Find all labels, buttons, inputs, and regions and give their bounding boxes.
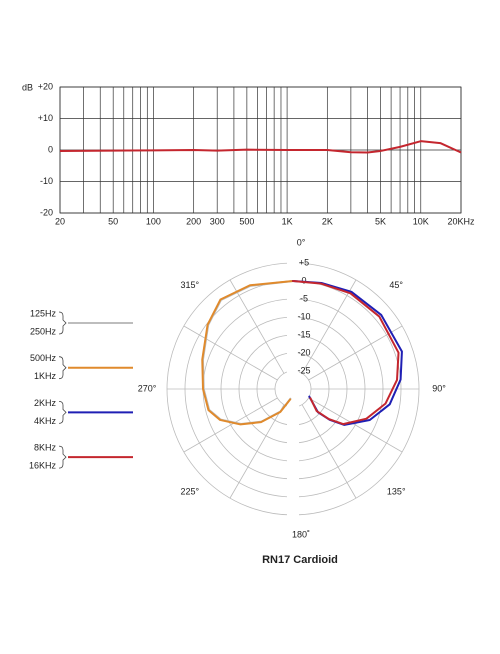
- y-axis-label: dB: [22, 82, 33, 92]
- angle-tick-label: 90°: [432, 383, 446, 393]
- angle-tick-label: 135°: [387, 487, 406, 497]
- x-tick-label: 500: [239, 216, 254, 226]
- radial-tick-label: -15: [297, 329, 310, 339]
- radial-tick-label: +5: [299, 257, 309, 267]
- y-tick-label: -20: [40, 207, 53, 217]
- response-line: [59, 140, 462, 154]
- x-tick-label: 20KHz: [447, 216, 475, 226]
- angle-tick-label: 180˚: [292, 529, 310, 539]
- legend-bracket: [58, 311, 67, 335]
- radial-tick-label: -25: [297, 365, 310, 375]
- x-tick-label: 1K: [282, 216, 293, 226]
- legend-label: 250Hz: [30, 326, 57, 336]
- polar-line: [292, 280, 400, 426]
- radial-tick-label: -20: [297, 347, 310, 357]
- x-tick-label: 50: [108, 216, 118, 226]
- legend-label: 125Hz: [30, 308, 57, 318]
- legend-label: 8KHz: [34, 442, 57, 452]
- y-tick-label: +10: [38, 113, 53, 123]
- x-tick-label: 10K: [413, 216, 429, 226]
- x-tick-label: 2K: [322, 216, 333, 226]
- x-tick-label: 20: [55, 216, 65, 226]
- x-tick-label: 300: [210, 216, 225, 226]
- legend-label: 16KHz: [29, 460, 57, 470]
- legend-label: 500Hz: [30, 353, 57, 363]
- polar-line: [201, 280, 294, 426]
- legend-label: 2KHz: [34, 398, 57, 408]
- radial-tick-label: -5: [300, 293, 308, 303]
- legend-bracket: [58, 401, 67, 424]
- x-tick-label: 100: [146, 216, 161, 226]
- angle-tick-label: 270°: [138, 383, 157, 393]
- chart-title: RN17 Cardioid: [262, 554, 338, 566]
- x-tick-label: 200: [186, 216, 201, 226]
- angle-tick-label: 225°: [180, 487, 199, 497]
- legend-bracket: [58, 356, 67, 380]
- legend-bracket: [58, 445, 67, 469]
- radial-tick-label: 0: [301, 275, 306, 285]
- angle-tick-label: 315°: [180, 280, 199, 290]
- angle-tick-label: 0°: [297, 237, 306, 247]
- x-tick-label: 5K: [375, 216, 386, 226]
- angle-tick-label: 45°: [389, 280, 403, 290]
- y-tick-label: -10: [40, 176, 53, 186]
- legend-label: 4KHz: [34, 416, 57, 426]
- legend-label: 1KHz: [34, 371, 57, 381]
- y-tick-label: +20: [38, 81, 53, 91]
- radial-tick-label: -10: [297, 311, 310, 321]
- axis-strip: [287, 259, 299, 519]
- y-tick-label: 0: [48, 144, 53, 154]
- polar-line: [201, 280, 294, 426]
